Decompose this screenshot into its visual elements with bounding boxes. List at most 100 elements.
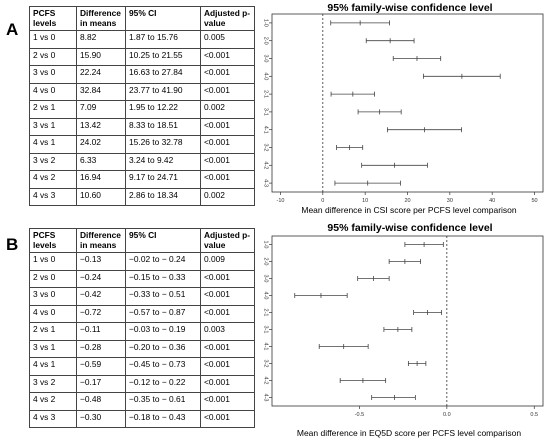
cell-95-ci: −0.45 to − 0.73 — [125, 357, 201, 376]
table-header-row: PCFS levels Difference in means 95% CI A… — [29, 227, 255, 254]
y-tick-label: 3-0 — [263, 275, 269, 283]
table-row: 3 vs 1 13.42 8.33 to 18.51 <0.001 — [29, 117, 255, 137]
y-tick-label: 1-0 — [263, 19, 269, 27]
confidence-interval-chart-b: -0.5 0.0 0.5 1-0 2-0 3-0 4-0 2-1 3-1 4-1 3-2 4-2 4-3 — [263, 235, 544, 418]
cell-adjusted-p-value: 0.005 — [200, 30, 255, 49]
cell-difference-in-means: −0.48 — [76, 392, 126, 411]
cell-adjusted-p-value: <0.001 — [200, 65, 255, 84]
cell-95-ci: −0.02 to − 0.24 — [125, 252, 201, 271]
header-pcfs-levels: PCFS levels — [29, 5, 77, 32]
cell-pcfs-levels: 4 vs 1 — [29, 135, 77, 154]
cell-difference-in-means: 13.42 — [76, 117, 126, 137]
cell-pcfs-levels: 1 vs 0 — [29, 252, 77, 271]
table-row: 3 vs 2 6.33 3.24 to 9.42 <0.001 — [29, 152, 255, 172]
x-tick-label: 0.5 — [530, 412, 538, 418]
header-difference-in-means: Difference in means — [76, 227, 126, 254]
cell-95-ci: 3.24 to 9.42 — [125, 152, 201, 172]
cell-95-ci: 2.86 to 18.34 — [125, 187, 201, 207]
x-tick-label: 0.0 — [443, 412, 451, 418]
header-adjusted-p-value: Adjusted p-value — [200, 227, 255, 254]
results-table-b: PCFS levels Difference in means 95% CI A… — [29, 227, 255, 429]
cell-adjusted-p-value: 0.002 — [200, 187, 255, 207]
table-row: 4 vs 1 −0.59 −0.45 to − 0.73 <0.001 — [29, 357, 255, 376]
cell-adjusted-p-value: <0.001 — [200, 409, 255, 429]
cell-pcfs-levels: 3 vs 0 — [29, 287, 77, 306]
cell-adjusted-p-value: <0.001 — [200, 357, 255, 376]
cell-difference-in-means: 8.82 — [76, 30, 126, 49]
cell-adjusted-p-value: <0.001 — [200, 287, 255, 306]
table-row: 4 vs 1 24.02 15.26 to 32.78 <0.001 — [29, 135, 255, 154]
plot-frame — [271, 235, 544, 407]
cell-adjusted-p-value: <0.001 — [200, 269, 255, 289]
cell-difference-in-means: 7.09 — [76, 100, 126, 119]
cell-pcfs-levels: 4 vs 2 — [29, 392, 77, 411]
cell-difference-in-means: 24.02 — [76, 135, 126, 154]
table-row: 3 vs 0 22.24 16.63 to 27.84 <0.001 — [29, 65, 255, 84]
cell-adjusted-p-value: <0.001 — [200, 170, 255, 189]
table-row: 4 vs 0 −0.72 −0.57 to − 0.87 <0.001 — [29, 304, 255, 324]
header-95-ci: 95% CI — [125, 5, 201, 32]
cell-pcfs-levels: 4 vs 1 — [29, 357, 77, 376]
cell-difference-in-means: −0.72 — [76, 304, 126, 324]
x-tick-label: 50 — [531, 198, 537, 204]
cell-difference-in-means: −0.30 — [76, 409, 126, 429]
cell-difference-in-means: −0.11 — [76, 322, 126, 341]
cell-95-ci: 23.77 to 41.90 — [125, 82, 201, 102]
y-tick-label: 2-0 — [263, 258, 269, 266]
cell-95-ci: 9.17 to 24.71 — [125, 170, 201, 189]
cell-pcfs-levels: 4 vs 0 — [29, 304, 77, 324]
cell-adjusted-p-value: <0.001 — [200, 82, 255, 102]
cell-95-ci: 15.26 to 32.78 — [125, 135, 201, 154]
header-difference-in-means: Difference in means — [76, 5, 126, 32]
cell-difference-in-means: 10.60 — [76, 187, 126, 207]
cell-difference-in-means: 15.90 — [76, 47, 126, 67]
y-tick-label: 3-1 — [263, 326, 269, 334]
confidence-interval-chart-a: -10 0 10 20 30 40 50 1-0 2-0 3-0 4-0 2-1 3-1 4-1 3-2 4-… — [263, 13, 544, 204]
x-tick-label: 40 — [489, 198, 495, 204]
y-tick-label: 4-0 — [263, 292, 269, 300]
cell-95-ci: −0.15 to − 0.33 — [125, 269, 201, 289]
cell-difference-in-means: −0.17 — [76, 374, 126, 394]
y-tick-label: 2-1 — [263, 90, 269, 98]
x-tick-label: -10 — [276, 198, 284, 204]
cell-pcfs-levels: 3 vs 0 — [29, 65, 77, 84]
table-row: 4 vs 3 −0.30 −0.18 to − 0.43 <0.001 — [29, 409, 255, 429]
cell-adjusted-p-value: <0.001 — [200, 304, 255, 324]
x-tick-label: 0 — [321, 198, 324, 204]
cell-pcfs-levels: 1 vs 0 — [29, 30, 77, 49]
x-tick-label: -0.5 — [355, 412, 364, 418]
cell-pcfs-levels: 3 vs 1 — [29, 339, 77, 359]
table-row: 3 vs 1 −0.28 −0.20 to − 0.36 <0.001 — [29, 339, 255, 359]
x-tick-label: 10 — [362, 198, 368, 204]
cell-pcfs-levels: 2 vs 1 — [29, 100, 77, 119]
cell-difference-in-means: 16.94 — [76, 170, 126, 189]
y-tick-label: 4-1 — [263, 343, 269, 351]
header-pcfs-levels: PCFS levels — [29, 227, 77, 254]
cell-95-ci: −0.20 to − 0.36 — [125, 339, 201, 359]
chart-b-title: 95% family-wise confidence level — [327, 222, 493, 234]
chart-a-x-axis-label: Mean difference in CSI score per PCFS le… — [301, 205, 517, 215]
table-row: 2 vs 0 15.90 10.25 to 21.55 <0.001 — [29, 47, 255, 67]
cell-95-ci: −0.12 to − 0.22 — [125, 374, 201, 394]
cell-difference-in-means: −0.28 — [76, 339, 126, 359]
x-tick-label: 30 — [447, 198, 453, 204]
table-row: 4 vs 3 10.60 2.86 to 18.34 0.002 — [29, 187, 255, 207]
cell-pcfs-levels: 3 vs 2 — [29, 152, 77, 172]
table-row: 4 vs 2 16.94 9.17 to 24.71 <0.001 — [29, 170, 255, 189]
cell-95-ci: 16.63 to 27.84 — [125, 65, 201, 84]
table-header-row: PCFS levels Difference in means 95% CI A… — [29, 5, 255, 32]
cell-pcfs-levels: 3 vs 1 — [29, 117, 77, 137]
y-tick-label: 4-3 — [263, 394, 269, 402]
cell-adjusted-p-value: <0.001 — [200, 47, 255, 67]
cell-pcfs-levels: 3 vs 2 — [29, 374, 77, 394]
y-tick-label: 4-0 — [263, 72, 269, 80]
table-row: 3 vs 2 −0.17 −0.12 to − 0.22 <0.001 — [29, 374, 255, 394]
cell-pcfs-levels: 4 vs 2 — [29, 170, 77, 189]
cell-95-ci: −0.18 to − 0.43 — [125, 409, 201, 429]
table-row: 1 vs 0 8.82 1.87 to 15.76 0.005 — [29, 30, 255, 49]
chart-b-x-axis-label: Mean difference in EQ5D score per PCFS l… — [296, 428, 522, 438]
cell-95-ci: 1.87 to 15.76 — [125, 30, 201, 49]
cell-95-ci: −0.35 to − 0.61 — [125, 392, 201, 411]
y-tick-label: 4-2 — [263, 377, 269, 385]
cell-pcfs-levels: 4 vs 3 — [29, 409, 77, 429]
